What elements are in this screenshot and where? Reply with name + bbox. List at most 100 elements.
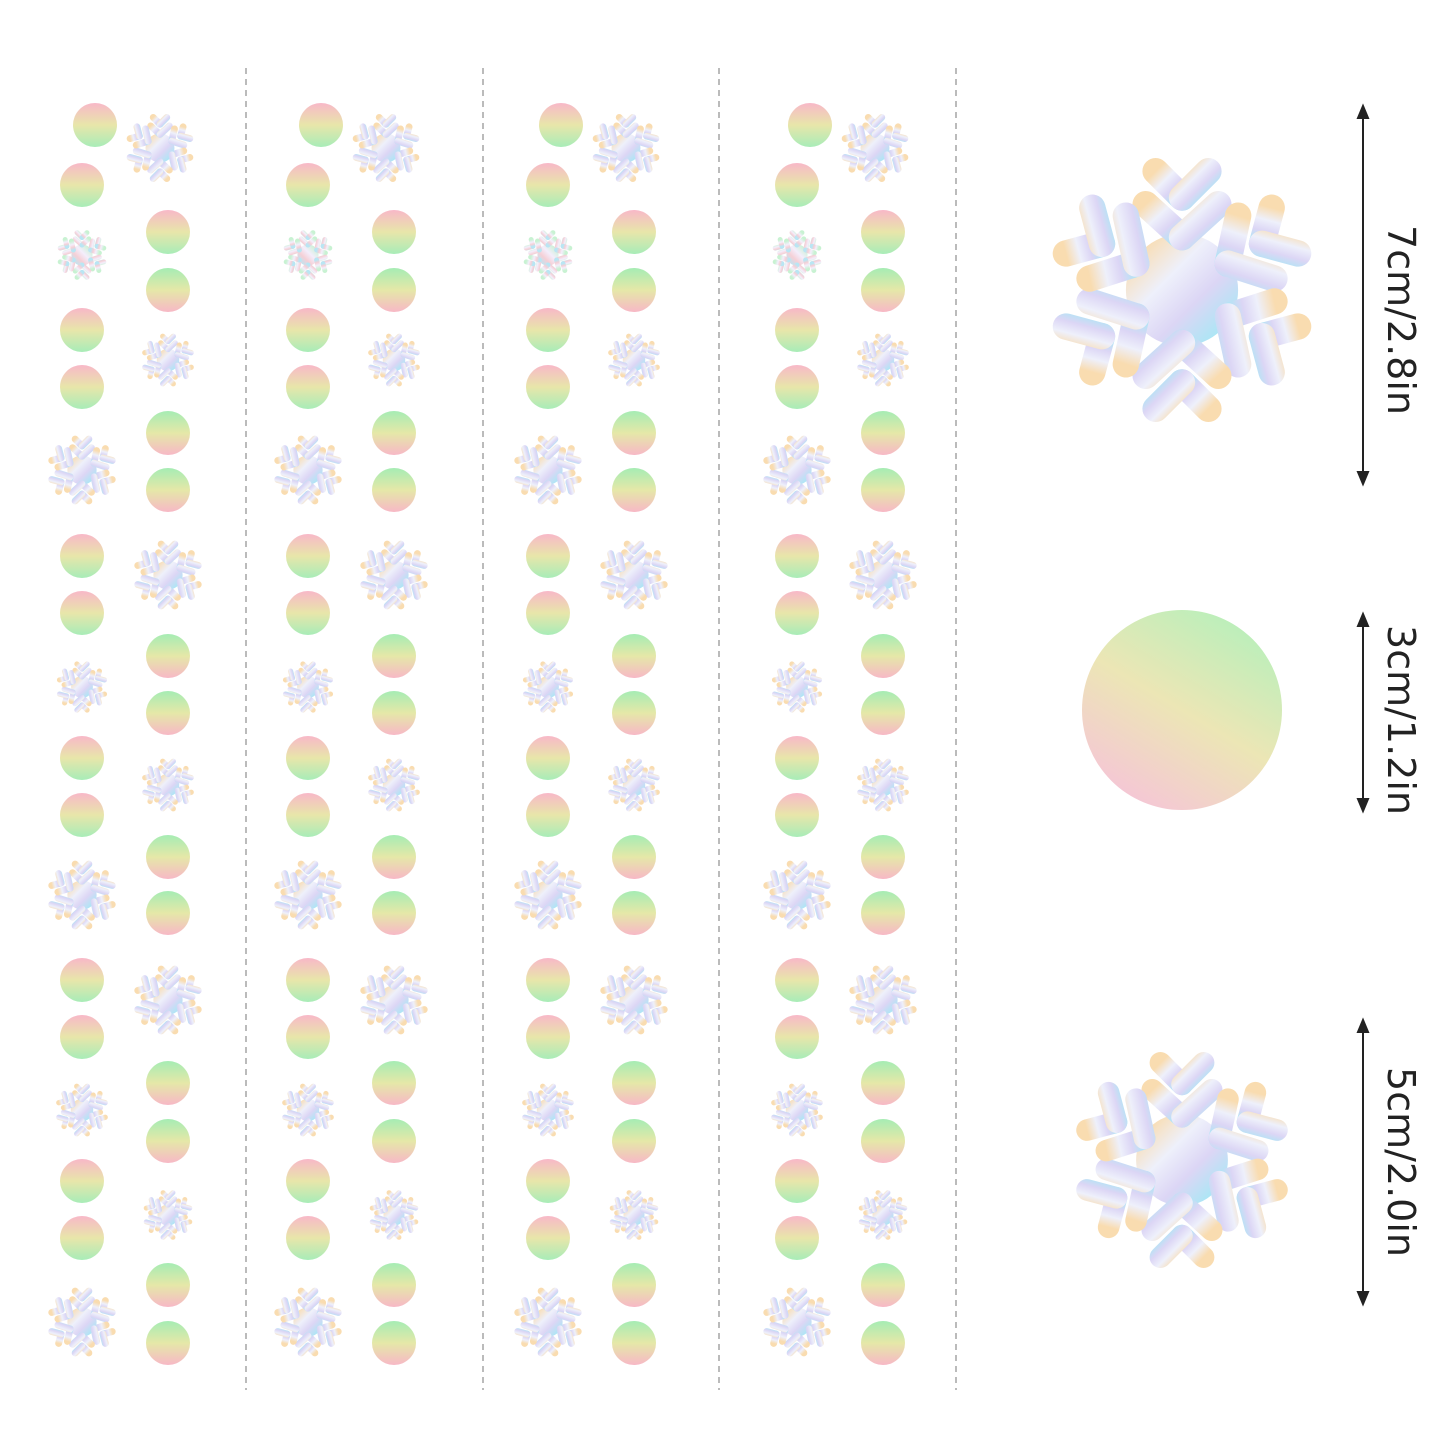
- dot-sticker: [286, 163, 330, 207]
- dot-sticker: [861, 891, 905, 935]
- dot-sticker: [146, 891, 190, 935]
- snowflake-sticker: [608, 334, 661, 387]
- dot-sticker: [526, 308, 570, 352]
- dot-sticker: [372, 268, 416, 312]
- dot-sticker: [612, 1119, 656, 1163]
- snowflake-sticker: [352, 114, 420, 182]
- dot-sticker: [60, 1159, 104, 1203]
- snowflake-sticker: [592, 114, 660, 182]
- snowflake-sticker: [857, 334, 910, 387]
- snowflake-sticker: [368, 759, 421, 812]
- dot-sticker: [775, 1159, 819, 1203]
- dot-sticker: [372, 210, 416, 254]
- dot-sticker: [60, 308, 104, 352]
- dot-sticker: [286, 1015, 330, 1059]
- dot-sticker: [146, 468, 190, 512]
- snowflake-sticker: [841, 114, 909, 182]
- snowflake-sticker: [513, 436, 582, 505]
- dot-sticker: [146, 691, 190, 735]
- dot-sticker: [612, 891, 656, 935]
- dot-sticker: [372, 1119, 416, 1163]
- dot-sticker: [861, 1321, 905, 1365]
- snowflake-sticker: [142, 334, 195, 387]
- snowflake-sticker: [513, 1288, 582, 1357]
- dot-sticker: [775, 958, 819, 1002]
- dot-sticker: [861, 634, 905, 678]
- snowflake-sticker: [142, 759, 195, 812]
- snowflake-sticker: [368, 334, 421, 387]
- dot-sticker: [526, 1216, 570, 1260]
- snowflake-sticker: [762, 436, 831, 505]
- snowflake-sticker: [771, 1084, 824, 1137]
- dot-sticker: [372, 835, 416, 879]
- dot-sticker: [286, 958, 330, 1002]
- dot-sticker: [526, 736, 570, 780]
- snowflake-sticker: [762, 1288, 831, 1357]
- snowflake-sticker: [273, 1288, 342, 1357]
- dot-sticker: [526, 1015, 570, 1059]
- snowflake-sticker: [359, 541, 428, 610]
- dot-sticker: [299, 103, 343, 147]
- snowflake-sticker: [273, 436, 342, 505]
- dot-sticker: [612, 1321, 656, 1365]
- dot-sticker: [146, 411, 190, 455]
- snowflake-sticker: [56, 1084, 109, 1137]
- snowflake-sticker: [857, 759, 910, 812]
- dot-sticker: [788, 103, 832, 147]
- dot-sticker: [861, 835, 905, 879]
- dot-sticker: [146, 210, 190, 254]
- dot-sticker: [372, 691, 416, 735]
- snowflake-sticker: [47, 861, 116, 930]
- dot-sticker: [775, 308, 819, 352]
- dot-sticker: [286, 736, 330, 780]
- arrow-heads: [1356, 611, 1370, 814]
- dot-sticker: [372, 468, 416, 512]
- dot-sticker: [861, 1061, 905, 1105]
- cut-lines: [245, 68, 957, 1390]
- dot-sticker: [612, 1061, 656, 1105]
- dimension-label: 5cm/2.0in: [1379, 1067, 1423, 1257]
- dot-sticker: [60, 534, 104, 578]
- dot-sticker: [775, 365, 819, 409]
- snowflake-sticker: [133, 966, 202, 1035]
- snowflake-sticker: [369, 1190, 419, 1240]
- dot-sticker: [526, 591, 570, 635]
- dot-sticker: [60, 958, 104, 1002]
- dot-sticker: [60, 365, 104, 409]
- dimension-arrows: [1356, 103, 1370, 1307]
- snowflake-sticker: [848, 966, 917, 1035]
- medium-snowflake: [1074, 1052, 1291, 1268]
- snowflake-sticker: [283, 230, 333, 280]
- snowflake-sticker: [56, 661, 107, 712]
- dimension-label: 7cm/2.8in: [1379, 225, 1423, 415]
- sticker-strips: [47, 103, 917, 1365]
- dot-sticker: [775, 793, 819, 837]
- dot-sticker: [861, 468, 905, 512]
- dot-sticker: [612, 634, 656, 678]
- snowflake-sticker: [762, 861, 831, 930]
- dot-sticker: [286, 793, 330, 837]
- dot-sticker: [612, 1263, 656, 1307]
- dot-sticker: [775, 736, 819, 780]
- snowflake-sticker: [282, 661, 333, 712]
- dot-sticker: [775, 163, 819, 207]
- snowflake-sticker: [133, 541, 202, 610]
- dot-sticker: [146, 268, 190, 312]
- dot-sticker: [146, 1119, 190, 1163]
- snowflake-sticker: [771, 661, 822, 712]
- dot-sticker: [861, 210, 905, 254]
- snowflake-sticker: [609, 1190, 659, 1240]
- dot-sticker: [861, 411, 905, 455]
- dot-sticker: [73, 103, 117, 147]
- snowflake-sticker: [47, 436, 116, 505]
- dot-sticker: [286, 308, 330, 352]
- arrow-heads: [1356, 1017, 1370, 1307]
- dot-sticker: [146, 1263, 190, 1307]
- dot-sticker: [372, 634, 416, 678]
- dot-sticker: [60, 1216, 104, 1260]
- dot-sticker: [372, 1061, 416, 1105]
- dot-sticker: [526, 958, 570, 1002]
- dot-sticker: [146, 1061, 190, 1105]
- snowflake-sticker: [359, 966, 428, 1035]
